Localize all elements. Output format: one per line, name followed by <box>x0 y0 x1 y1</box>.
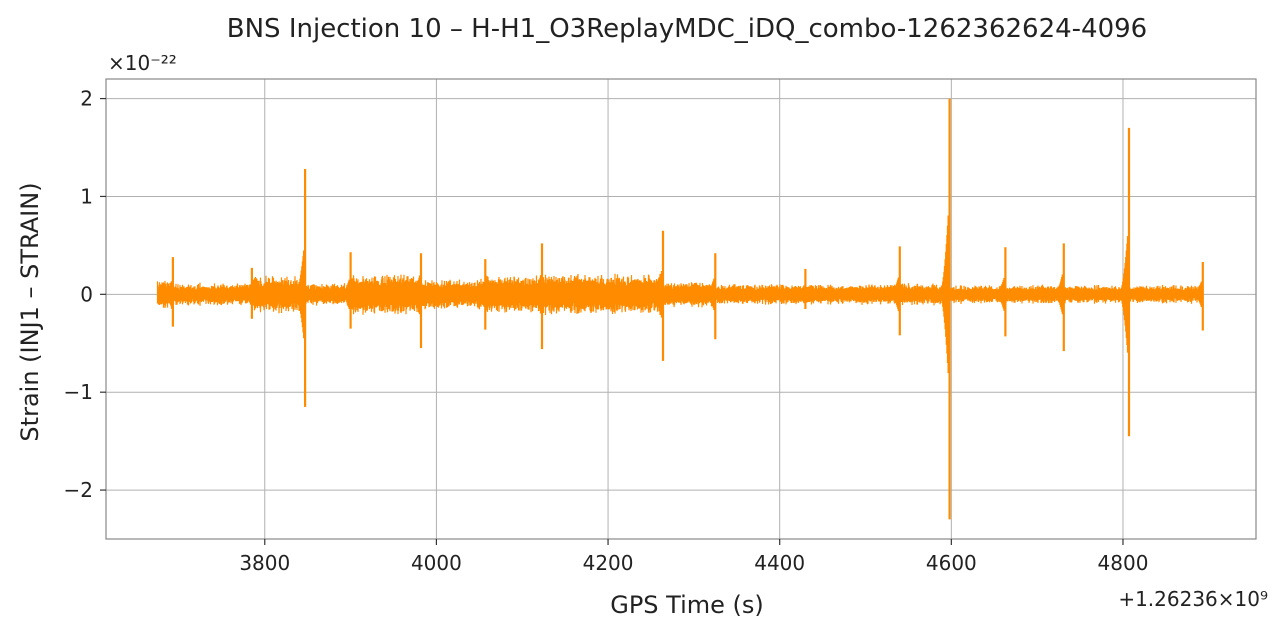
strain-series <box>156 98 1204 520</box>
y-tick-label: 2 <box>80 87 93 111</box>
glitch-spike <box>794 268 807 309</box>
x-axis-label: GPS Time (s) <box>610 591 764 619</box>
x-offset-label: +1.26236×10⁹ <box>1118 587 1268 611</box>
glitch-spike <box>294 169 307 407</box>
x-axis-ticks: 3800 4000 4200 4400 4600 4800 <box>239 539 1148 575</box>
x-tick-label: 4200 <box>583 551 634 575</box>
x-tick-label: 3800 <box>239 551 290 575</box>
glitch-spike <box>1192 262 1204 331</box>
y-tick-label: 1 <box>80 184 93 208</box>
y-scale-label: ×10⁻²² <box>108 51 177 75</box>
x-tick-label: 4800 <box>1098 551 1149 575</box>
glitch-spike <box>652 230 665 361</box>
glitch-spike <box>531 243 544 350</box>
glitch-spike <box>939 98 951 520</box>
glitch-spike <box>340 252 352 329</box>
glitch-spike <box>1053 243 1065 352</box>
x-tick-label: 4400 <box>754 551 805 575</box>
noise-band <box>156 273 1204 316</box>
glitch-spike <box>889 246 901 336</box>
y-tick-label: −1 <box>64 380 93 404</box>
plot-area-frame <box>105 78 1257 540</box>
y-tick-label: −2 <box>64 478 93 502</box>
glitch-spike <box>241 267 253 319</box>
glitch-spike <box>994 247 1007 337</box>
glitch-spike <box>704 253 717 340</box>
chart-title: BNS Injection 10 – H-H1_O3ReplayMDC_iDQ_… <box>227 14 1147 44</box>
glitch-spike <box>162 257 174 327</box>
glitch-spike <box>410 253 423 349</box>
y-axis-label: Strain (INJ1 – STRAIN) <box>16 182 44 441</box>
x-tick-label: 4000 <box>411 551 462 575</box>
glitch-spike <box>1118 127 1131 437</box>
x-tick-label: 4600 <box>926 551 977 575</box>
y-tick-label: 0 <box>80 282 93 306</box>
y-axis-ticks: −2 −1 0 1 2 <box>64 87 106 502</box>
glitch-spike <box>474 259 487 330</box>
